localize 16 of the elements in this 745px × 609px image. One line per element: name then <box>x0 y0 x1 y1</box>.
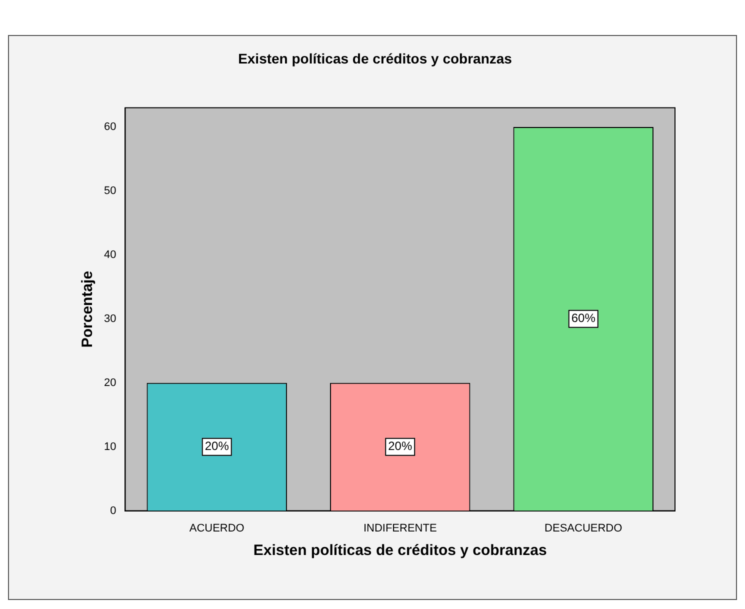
x-tick-label: ACUERDO <box>189 522 245 534</box>
y-tick-label: 60 <box>104 121 116 134</box>
data-label: 20% <box>204 439 230 454</box>
x-tick-label: DESACUERDO <box>544 522 623 534</box>
x-tick-label: INDIFERENTE <box>363 522 437 534</box>
y-axis-title: Porcentaje <box>79 270 96 348</box>
y-tick-label: 30 <box>104 312 116 325</box>
x-axis-title: Existen políticas de créditos y cobranzas <box>253 542 547 560</box>
y-tick-label: 10 <box>104 440 116 453</box>
y-tick-label: 50 <box>104 184 116 197</box>
y-tick-label: 40 <box>104 248 116 261</box>
data-label: 20% <box>388 439 412 454</box>
y-tick-label: 0 <box>110 504 116 517</box>
y-tick-label: 20 <box>104 376 116 389</box>
chart-title: Existen políticas de créditos y cobranzas <box>238 50 512 66</box>
data-label: 60% <box>571 311 596 326</box>
